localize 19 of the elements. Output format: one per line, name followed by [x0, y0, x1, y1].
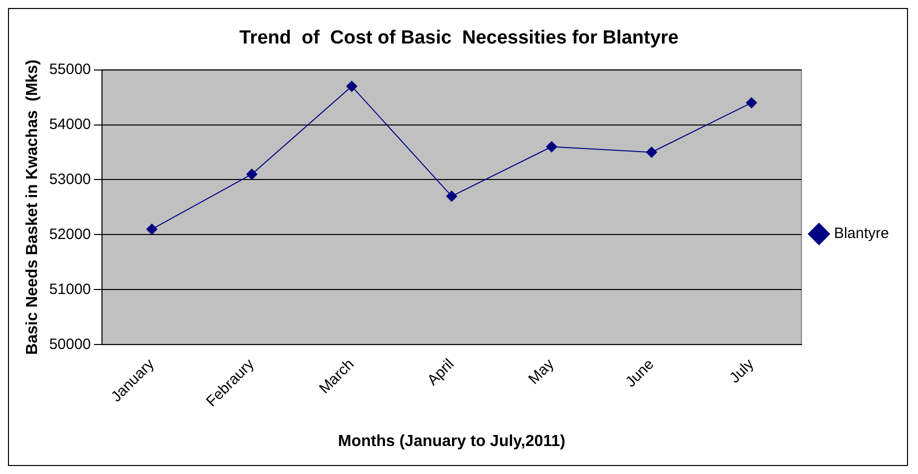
point: [646, 146, 658, 158]
legend-label: Blantyre: [834, 225, 890, 242]
point: [246, 168, 258, 180]
point: [746, 97, 758, 108]
point: [346, 80, 358, 92]
y-tick-label: 54000: [49, 116, 91, 133]
point: [146, 224, 158, 235]
y-tick-label: 55000: [49, 60, 91, 78]
x-tick-label: May: [525, 355, 558, 388]
y-tick-label: 51000: [49, 280, 91, 298]
point: [546, 141, 558, 152]
y-tick-label: 52000: [49, 226, 91, 243]
y-axis-title: Basic Needs Basket in Kwachas (Mks): [24, 60, 42, 355]
x-tick-label: July: [726, 355, 758, 387]
x-axis-title: Months (January to July,2011): [338, 432, 566, 450]
y-tick-label: 50000: [49, 336, 91, 353]
y-tick-label: 53000: [49, 170, 91, 188]
chart-title: Trend of Cost of Basic Necessities for Blantyre: [239, 28, 679, 49]
point: [446, 190, 458, 202]
